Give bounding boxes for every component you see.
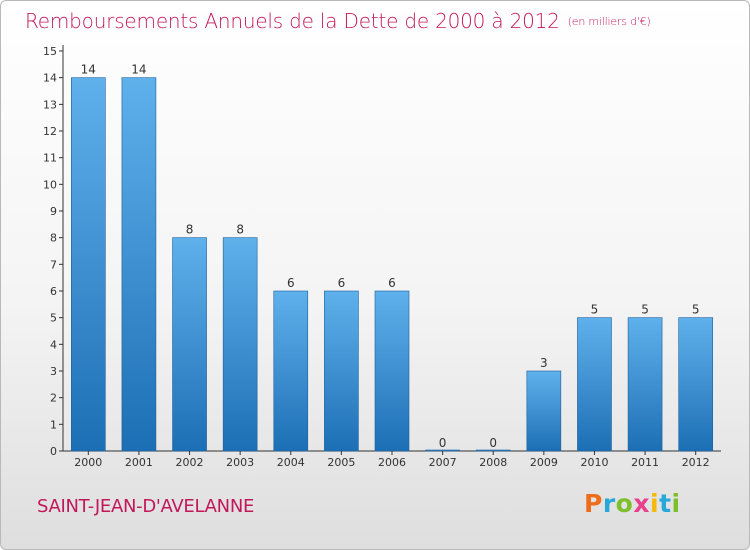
data-label-2004: 6 <box>287 276 295 290</box>
logo-letter: t <box>659 489 672 518</box>
y-tick-label: 3 <box>50 365 57 378</box>
x-tick-label-2004: 2004 <box>277 456 305 469</box>
bar-2009 <box>526 370 562 452</box>
bar-2011 <box>627 317 663 452</box>
bar-2001 <box>121 77 157 452</box>
bar-2005 <box>324 290 359 452</box>
bar-2006 <box>374 290 410 452</box>
logo-letter: i <box>671 489 681 518</box>
bar-chart: 0123456789101112131415142000142001820028… <box>43 45 721 469</box>
data-label-2003: 8 <box>236 223 244 237</box>
bar-2004 <box>273 290 309 452</box>
y-tick-label: 9 <box>50 205 57 218</box>
x-tick-label-2011: 2011 <box>631 456 659 469</box>
y-tick-label: 0 <box>50 445 57 458</box>
data-label-2002: 8 <box>186 223 194 237</box>
commune-name: SAINT-JEAN-D'AVELANNE <box>37 496 255 517</box>
data-label-2006: 6 <box>388 276 396 290</box>
x-tick-label-2007: 2007 <box>429 456 457 469</box>
bar-2012 <box>678 317 713 452</box>
x-tick-label-2005: 2005 <box>327 456 355 469</box>
bar-2000 <box>71 77 106 452</box>
y-tick-label: 1 <box>50 418 57 431</box>
logo-letter: o <box>615 489 634 518</box>
y-tick-label: 6 <box>50 285 57 298</box>
logo-letter: i <box>650 489 660 518</box>
y-tick-label: 8 <box>50 232 57 245</box>
x-tick-label-2008: 2008 <box>479 456 507 469</box>
data-label-2011: 5 <box>641 303 649 317</box>
bar-2003 <box>222 237 258 452</box>
y-tick-label: 5 <box>50 312 57 325</box>
x-tick-label-2000: 2000 <box>74 456 102 469</box>
data-label-2012: 5 <box>692 303 700 317</box>
bar-2008 <box>475 449 511 452</box>
chart-subtitle: (en milliers d'€) <box>567 15 651 28</box>
data-label-2007: 0 <box>439 436 447 450</box>
y-tick-label: 12 <box>43 125 57 138</box>
logo-letter: x <box>633 489 650 518</box>
y-tick-label: 4 <box>50 338 57 351</box>
x-tick-label-2006: 2006 <box>378 456 406 469</box>
x-tick-label-2009: 2009 <box>530 456 558 469</box>
chart-title-text: Remboursements Annuels de la Dette de 20… <box>25 9 560 33</box>
x-tick-label-2003: 2003 <box>226 456 254 469</box>
data-label-2005: 6 <box>338 276 346 290</box>
data-label-2009: 3 <box>540 356 548 370</box>
proxiti-logo: Proxiti <box>584 489 681 518</box>
logo-letter: P <box>584 489 603 518</box>
x-tick-label-2002: 2002 <box>176 456 204 469</box>
y-tick-label: 13 <box>43 98 57 111</box>
y-tick-label: 11 <box>43 152 57 165</box>
x-tick-label-2010: 2010 <box>580 456 608 469</box>
y-tick-label: 15 <box>43 45 57 58</box>
bar-2002 <box>172 237 207 452</box>
y-tick-label: 7 <box>50 258 57 271</box>
x-tick-label-2001: 2001 <box>125 456 153 469</box>
bar-2010 <box>577 317 612 452</box>
data-label-2000: 14 <box>81 63 96 77</box>
data-label-2010: 5 <box>591 303 599 317</box>
x-tick-label-2012: 2012 <box>682 456 710 469</box>
logo-letter: r <box>602 489 616 518</box>
y-tick-label: 10 <box>43 178 57 191</box>
data-label-2008: 0 <box>489 436 497 450</box>
chart-title: Remboursements Annuels de la Dette de 20… <box>25 9 651 33</box>
bar-2007 <box>425 449 460 452</box>
y-tick-label: 14 <box>43 72 57 85</box>
data-label-2001: 14 <box>131 63 146 77</box>
y-tick-label: 2 <box>50 392 57 405</box>
